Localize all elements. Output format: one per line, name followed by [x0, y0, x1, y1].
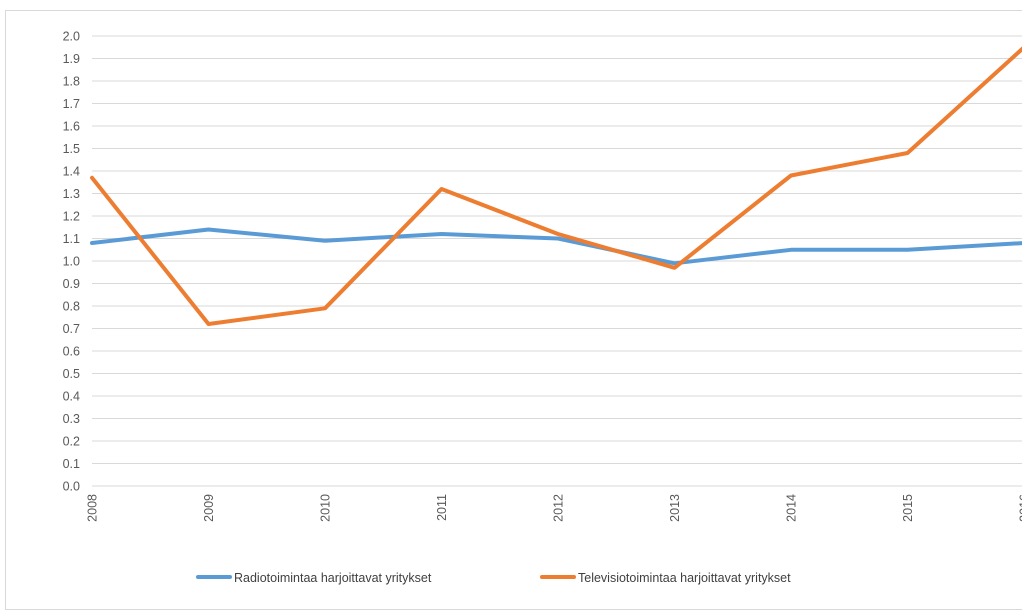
y-tick-label: 1.9: [63, 52, 80, 66]
y-tick-label: 1.2: [63, 210, 80, 224]
x-tick-label: 2014: [785, 494, 799, 522]
y-tick-label: 1.4: [63, 165, 80, 179]
y-tick-label: 2.0: [63, 30, 80, 44]
y-tick-label: 0.8: [63, 300, 80, 314]
y-tick-label: 0.0: [63, 480, 80, 494]
series-line-television: [92, 47, 1022, 324]
y-tick-label: 1.6: [63, 120, 80, 134]
y-tick-label: 0.6: [63, 345, 80, 359]
gridlines: [92, 36, 1022, 486]
x-tick-label: 2016: [1018, 494, 1022, 522]
y-tick-label: 1.0: [63, 255, 80, 269]
x-tick-label: 2011: [435, 494, 449, 521]
y-tick-label: 0.4: [63, 390, 80, 404]
y-tick-label: 0.1: [63, 457, 80, 471]
x-tick-label: 2012: [552, 494, 566, 522]
legend: Radiotoimintaa harjoittavat yritykset Tel…: [198, 571, 791, 585]
y-tick-label: 1.8: [63, 75, 80, 89]
y-tick-label: 1.1: [63, 232, 80, 246]
x-tick-label: 2010: [319, 494, 333, 522]
y-axis-ticks: 0.0 0.1 0.2 0.3 0.4 0.5 0.6 0.7 0.8 0.9 1.0 1.1 1.2 1…: [63, 30, 80, 494]
x-tick-label: 2013: [668, 494, 682, 522]
y-tick-label: 1.5: [63, 142, 80, 156]
y-tick-label: 0.5: [63, 367, 80, 381]
y-tick-label: 1.3: [63, 187, 80, 201]
y-tick-label: 0.3: [63, 412, 80, 426]
x-axis-ticks: 2008 2009 2010 2011 2012 2013 2014 2015 2016: [86, 494, 1022, 522]
x-tick-label: 2008: [86, 494, 100, 522]
legend-item: Televisiotoimintaa harjoittavat yritykse…: [542, 571, 791, 585]
series-lines: [92, 47, 1022, 324]
y-tick-label: 0.9: [63, 277, 80, 291]
x-tick-label: 2015: [901, 494, 915, 522]
y-tick-label: 1.7: [63, 97, 80, 111]
legend-label: Radiotoimintaa harjoittavat yritykset: [234, 571, 432, 585]
x-tick-label: 2009: [202, 494, 216, 522]
y-tick-label: 0.2: [63, 435, 80, 449]
y-tick-label: 0.7: [63, 322, 80, 336]
legend-label: Televisiotoimintaa harjoittavat yritykse…: [578, 571, 791, 585]
legend-item: Radiotoimintaa harjoittavat yritykset: [198, 571, 432, 585]
